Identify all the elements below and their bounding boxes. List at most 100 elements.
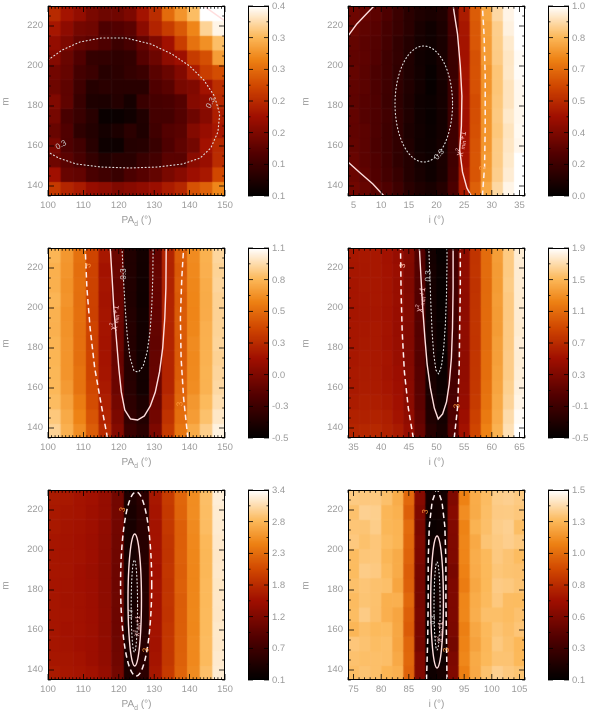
heatmap-canvas [348, 6, 525, 196]
colorbar-tick-label: 0.1 [272, 675, 286, 686]
colorbar-tick-label: 0.7 [572, 64, 586, 76]
x-tick-label: 130 [146, 200, 163, 211]
x-tick-label: 50 [431, 442, 442, 453]
x-tick-label: 20 [431, 200, 442, 211]
colorbar-tick-label: 1.9 [572, 243, 586, 254]
contour-label: 3 [453, 403, 462, 408]
x-tick-label: 120 [110, 200, 127, 211]
heatmap-panel-middle-left: 3 3 χ2min+1 0.3 m PAd (°) 100 110 120 130 140 15… [0, 242, 300, 483]
contour-label: 0.3 [430, 615, 437, 625]
x-tick-label: 110 [75, 200, 91, 211]
colorbar-tick-label: -0.5 [572, 433, 589, 444]
y-tick-label: 220 [27, 504, 43, 515]
contour-label: χ2min+1 [131, 615, 142, 637]
colorbar-tick-label: -0.3 [272, 401, 289, 413]
y-tick-label: 180 [27, 342, 43, 353]
y-tick-label: 180 [27, 584, 43, 595]
y-tick-label: 160 [27, 624, 43, 635]
colorbar-ticks [548, 5, 569, 197]
colorbar-tick-label: 0.3 [572, 643, 586, 655]
contour-label: 0.3 [432, 147, 446, 162]
heatmap-panel-top-right: 0.3 χ2min+1 3 m i (°) 5 10 15 20 25 30 35 140 160 1… [300, 0, 600, 241]
contour-label: 3 [420, 508, 430, 514]
colorbar-tick-label: -0.1 [572, 401, 589, 413]
x-tick-label: 130 [146, 442, 163, 453]
x-axis-label: PAd (°) [121, 699, 152, 712]
colorbar-ticks [548, 489, 569, 681]
colorbar-tick-label: 0.7 [572, 338, 586, 349]
y-tick-label: 220 [327, 262, 343, 273]
colorbar-tick-label: 0.5 [272, 306, 286, 318]
x-tick-label: 150 [217, 200, 233, 211]
contour-label: 3 [442, 647, 451, 652]
x-tick-label: 140 [181, 442, 198, 453]
x-tick-label: 140 [181, 684, 198, 695]
contour-label: χ2min+1 [414, 286, 429, 313]
colorbar-tick-label: 0.8 [272, 274, 286, 286]
y-tick-label: 200 [327, 60, 343, 71]
colorbar-tick-label: 0.0 [272, 369, 286, 381]
colorbar-tick-label: 0.3 [572, 369, 586, 381]
heatmap-panel-bottom-right: 3 3 0.3 χ2min+1 m i (°) 75 80 85 90 95 100 105 140… [300, 484, 600, 725]
colorbar-tick-label: 0.2 [272, 127, 286, 139]
x-axis-label: i (°) [428, 457, 445, 468]
axes-contours-overlay: 0.30.3 [47, 5, 226, 197]
colorbar-tick-label: -0.5 [272, 433, 289, 444]
colorbar-tick-label: 0.3 [272, 32, 286, 44]
heatmap-canvas [348, 248, 525, 438]
heatmap-canvas [48, 490, 225, 680]
y-tick-label: 220 [327, 20, 343, 31]
colorbar-tick-label: 0.5 [572, 96, 586, 107]
y-tick-label: 200 [327, 302, 343, 313]
colorbar-tick-label: 1.1 [272, 243, 286, 254]
x-tick-label: 10 [375, 200, 387, 211]
x-tick-label: 30 [486, 200, 498, 211]
y-tick-label: 220 [27, 262, 43, 273]
colorbar-tick-label: 0.2 [272, 96, 286, 107]
y-tick-label: 140 [327, 180, 343, 191]
colorbar-ticks [248, 489, 269, 681]
y-tick-label: 160 [27, 382, 43, 393]
x-tick-label: 65 [514, 442, 525, 453]
x-tick-label: 100 [40, 684, 56, 695]
colorbar-tick-label: 2.3 [272, 548, 286, 560]
x-tick-label: 150 [217, 442, 233, 453]
heatmap-panel-bottom-left: 3 3 0.3 χ2min+1 m PAd (°) 100 110 120 130 140 15… [0, 484, 300, 725]
axes-contours-overlay: 3 3 χ2min+1 0.3 [347, 247, 526, 439]
x-axis-label: i (°) [428, 215, 445, 226]
y-tick-label: 140 [27, 664, 43, 675]
y-tick-label: 220 [27, 20, 43, 31]
contour-label: χ2min+1 [108, 304, 122, 331]
colorbar-tick-label: 0.1 [272, 191, 286, 202]
contour-label: 0.3 [119, 268, 128, 280]
y-tick-label: 140 [27, 422, 43, 433]
contour-label: χ2min+1 [454, 130, 470, 157]
colorbar-canvas [248, 248, 269, 438]
colorbar-tick-label: 1.0 [572, 548, 586, 560]
x-tick-label: 75 [348, 684, 359, 695]
x-axis-label: PAd (°) [121, 457, 152, 470]
x-tick-label: 100 [483, 684, 500, 695]
colorbar-canvas [248, 490, 269, 680]
x-tick-label: 90 [431, 684, 442, 695]
x-tick-label: 100 [40, 442, 56, 453]
heatmap-canvas [48, 248, 225, 438]
colorbar-tick-label: 0.0 [572, 191, 586, 202]
x-tick-label: 120 [110, 684, 127, 695]
x-tick-label: 120 [110, 442, 127, 453]
colorbar-ticks [248, 247, 269, 439]
contour-label: 3 [398, 262, 408, 268]
colorbar-ticks [248, 5, 269, 197]
colorbar-tick-label: 1.5 [572, 485, 586, 496]
y-tick-label: 180 [327, 100, 343, 111]
colorbar-tick-label: 1.1 [572, 306, 586, 318]
contour-label: 3 [142, 647, 151, 652]
contour-label: 0.3 [54, 138, 69, 152]
y-tick-label: 200 [327, 544, 343, 555]
x-tick-label: 5 [350, 200, 357, 211]
x-tick-label: 95 [458, 684, 470, 695]
contour-label: 3 [478, 165, 487, 170]
axes-contours-overlay: 3 3 χ2min+1 0.3 [47, 247, 226, 439]
